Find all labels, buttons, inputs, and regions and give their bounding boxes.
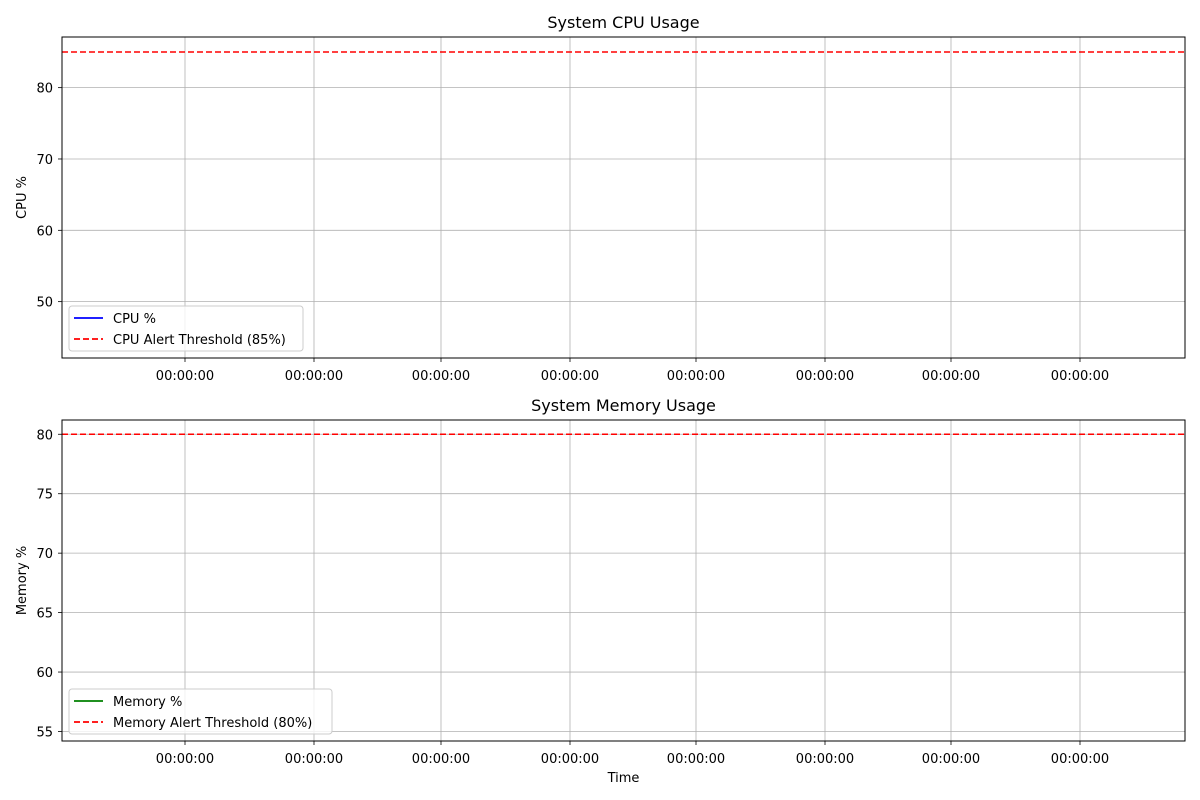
cpu-legend-label: CPU Alert Threshold (85%) xyxy=(113,333,286,348)
cpu-y-tick-label: 70 xyxy=(36,153,53,168)
cpu-x-tick-label: 00:00:00 xyxy=(285,369,343,384)
memory-x-tick-label: 00:00:00 xyxy=(412,752,470,767)
memory-y-axis-label: Memory % xyxy=(15,546,30,615)
memory-y-tick-label: 80 xyxy=(36,428,53,443)
memory-plot-frame xyxy=(61,419,1186,742)
cpu-y-axis-label: CPU % xyxy=(15,176,30,219)
cpu-panel: System CPU Usage 00:00:00 00:00:00 00:00:00… xyxy=(15,13,1186,384)
memory-y-tick-label: 55 xyxy=(36,725,53,740)
memory-chart-title: System Memory Usage xyxy=(531,396,716,415)
cpu-legend-label: CPU % xyxy=(113,312,156,327)
memory-y-tick-label: 70 xyxy=(36,547,53,562)
cpu-x-tick-label: 00:00:00 xyxy=(541,369,599,384)
memory-y-tick-label: 75 xyxy=(36,488,53,503)
memory-x-axis-label: Time xyxy=(607,771,640,786)
memory-legend-box xyxy=(68,688,333,735)
cpu-y-tick-label: 60 xyxy=(36,224,53,239)
memory-x-tick-label: 00:00:00 xyxy=(922,752,980,767)
cpu-x-tick-label: 00:00:00 xyxy=(796,369,854,384)
cpu-x-tick-label: 00:00:00 xyxy=(1051,369,1109,384)
cpu-plot-frame xyxy=(61,36,1186,359)
memory-y-tick-label: 60 xyxy=(36,666,53,681)
memory-x-tick-label: 00:00:00 xyxy=(1051,752,1109,767)
memory-panel: System Memory Usage 00:00:00 00:00:00 00:00… xyxy=(15,396,1186,786)
memory-x-tick-label: 00:00:00 xyxy=(541,752,599,767)
cpu-x-tick-label: 00:00:00 xyxy=(667,369,725,384)
memory-y-tick-label: 65 xyxy=(36,607,53,622)
memory-legend-label: Memory Alert Threshold (80%) xyxy=(113,716,312,731)
memory-x-tick-label: 00:00:00 xyxy=(285,752,343,767)
cpu-x-tick-label: 00:00:00 xyxy=(412,369,470,384)
memory-x-tick-label: 00:00:00 xyxy=(796,752,854,767)
cpu-legend-box xyxy=(68,305,304,352)
cpu-chart-title: System CPU Usage xyxy=(547,13,699,32)
memory-legend-label: Memory % xyxy=(113,695,182,710)
cpu-y-tick-label: 80 xyxy=(36,82,53,97)
memory-x-tick-label: 00:00:00 xyxy=(667,752,725,767)
cpu-y-tick-label: 50 xyxy=(36,296,53,311)
memory-x-tick-label: 00:00:00 xyxy=(156,752,214,767)
cpu-x-tick-label: 00:00:00 xyxy=(922,369,980,384)
cpu-x-tick-label: 00:00:00 xyxy=(156,369,214,384)
